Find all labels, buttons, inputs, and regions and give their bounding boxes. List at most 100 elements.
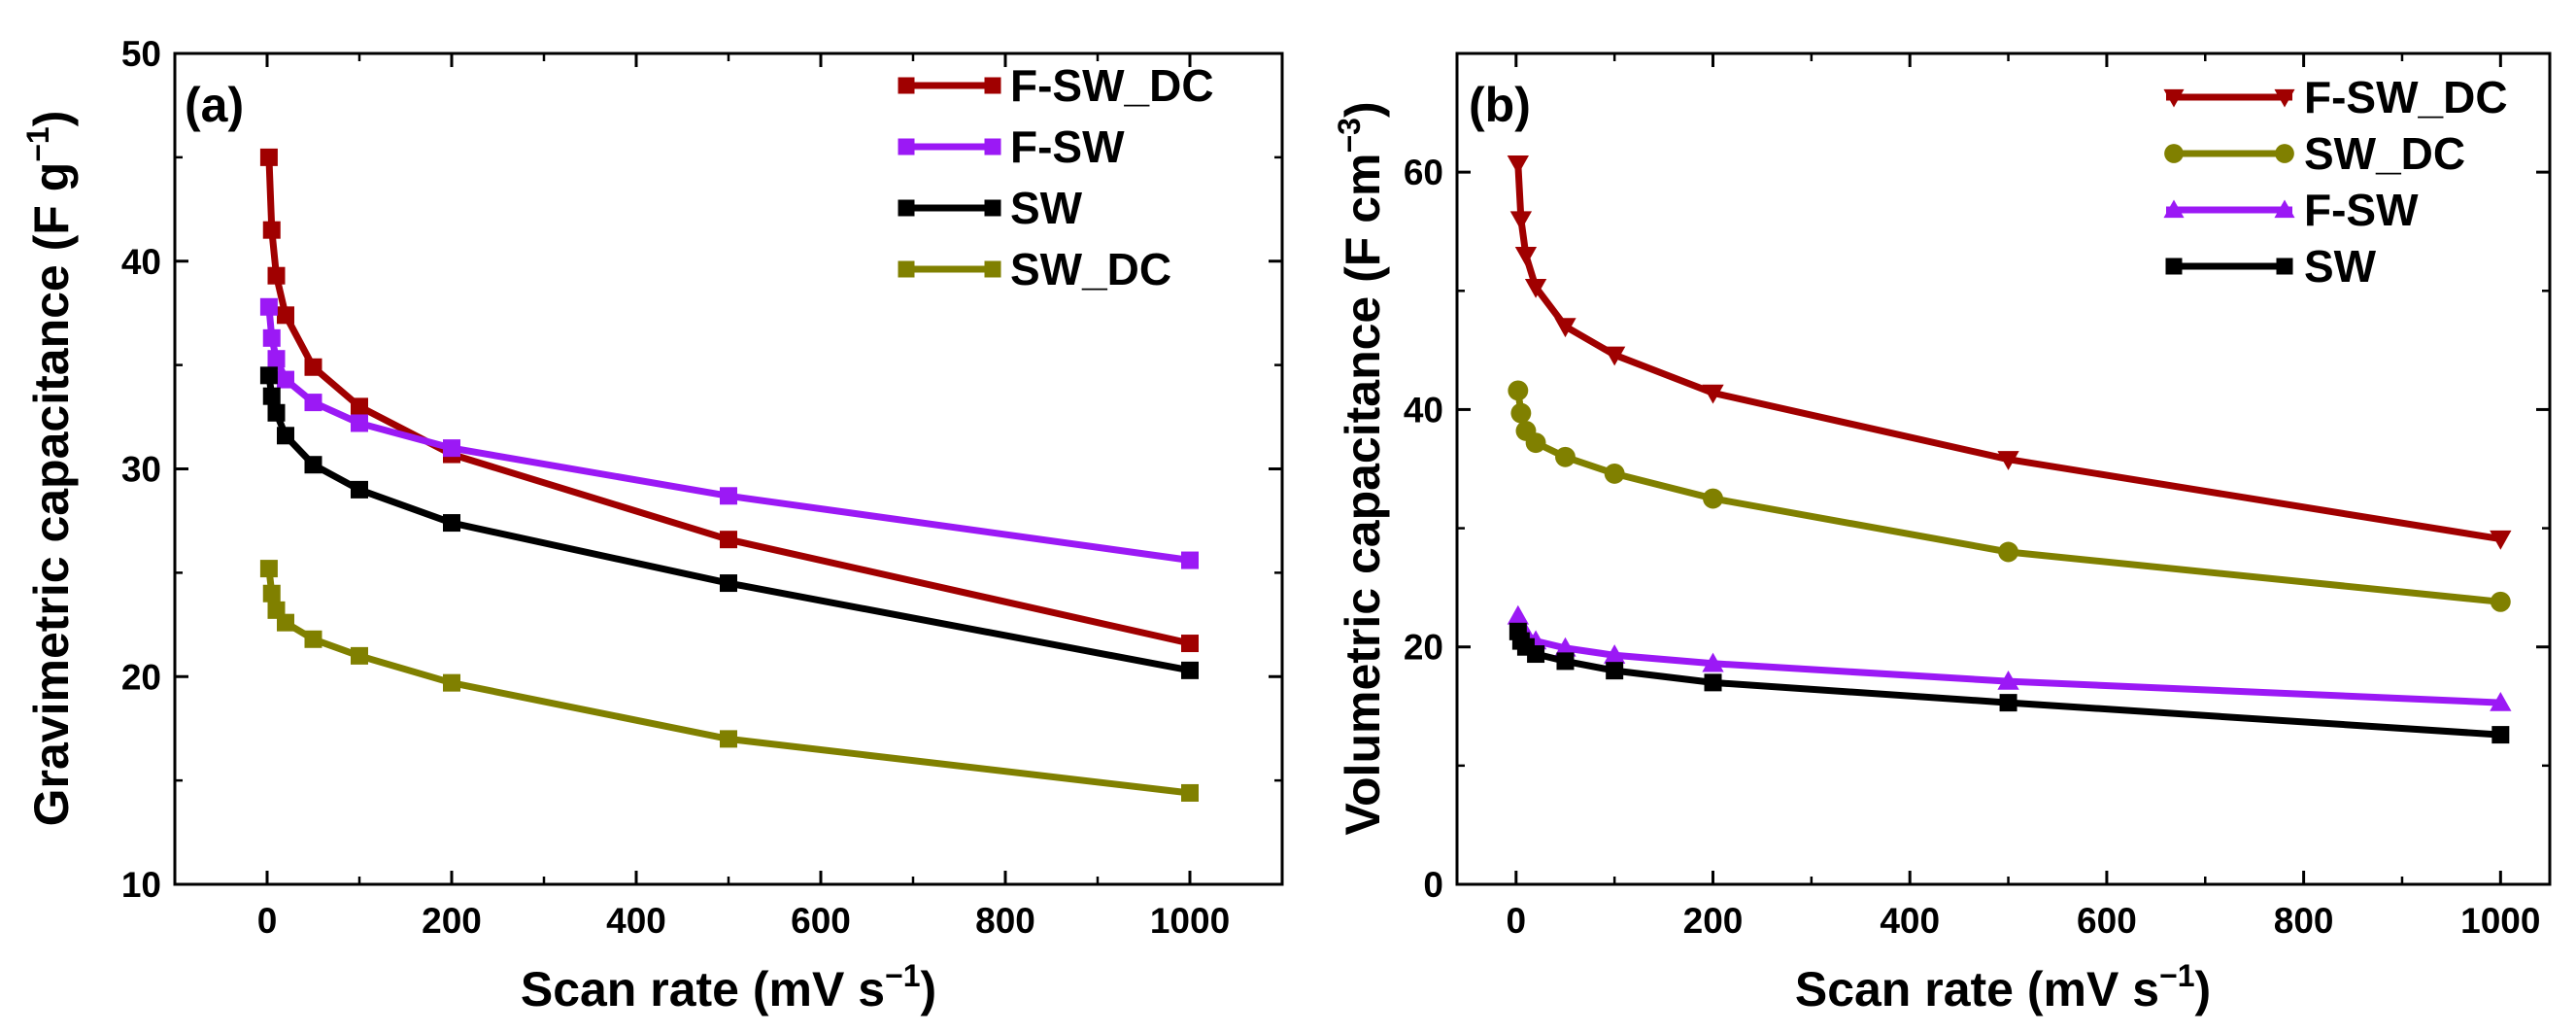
panel-a-y-axis-title: Gravimetric capacitance (F g−1) [20, 111, 79, 827]
data-point-sw-dc [1508, 380, 1529, 401]
data-point-f-sw [1181, 551, 1199, 569]
y-tick-label: 20 [1404, 628, 1443, 668]
data-point-f-sw [1997, 670, 2019, 690]
legend-label-f-sw: F-SW [1010, 121, 1125, 172]
legend-marker-f-sw-dc [898, 77, 915, 94]
data-point-f-sw [1554, 637, 1576, 657]
y-tick-label: 10 [121, 865, 161, 905]
legend-marker-sw [984, 199, 1001, 217]
data-point-sw [1606, 662, 1624, 680]
data-point-f-sw-dc [259, 148, 278, 166]
panel-b-x-axis-title: Scan rate (mV s−1) [1795, 958, 2211, 1016]
x-tick-label: 1000 [1150, 901, 1230, 941]
data-point-sw-dc [1555, 446, 1576, 467]
panel-a-x-axis-title: Scan rate (mV s−1) [521, 958, 936, 1016]
x-tick-label: 200 [422, 901, 482, 941]
x-tick-label: 0 [257, 901, 278, 941]
data-point-f-sw [259, 297, 278, 316]
x-tick-label: 400 [1880, 901, 1940, 941]
data-point-f-sw [443, 439, 460, 458]
data-point-f-sw-dc [2490, 530, 2512, 550]
data-point-sw-dc [259, 560, 278, 578]
panel-b-y-axis-title: Volumetric capacitance (F cm−3) [1332, 101, 1390, 835]
data-point-sw-dc [2490, 591, 2511, 612]
data-point-sw-dc [304, 630, 322, 648]
panel-b-legend: F-SW_DC SW_DC F-SW SW [2163, 72, 2508, 292]
y-tick-label: 40 [121, 242, 161, 282]
x-tick-label: 1000 [2460, 901, 2540, 941]
data-point-sw [1556, 652, 1575, 671]
data-point-f-sw [277, 370, 294, 389]
data-point-f-sw-dc [351, 397, 368, 416]
data-point-f-sw-dc [1514, 247, 1538, 266]
data-point-f-sw [267, 350, 286, 368]
data-point-f-sw-dc [1554, 318, 1576, 338]
legend-marker-sw-dc [2164, 144, 2184, 163]
data-point-f-sw [304, 394, 322, 412]
legend-marker-sw-dc [898, 260, 915, 278]
y-tick-label: 0 [1423, 865, 1443, 905]
legend-marker-sw-dc [984, 260, 1001, 278]
data-point-f-sw [262, 328, 281, 347]
panel-b-plot-area: 0 200 400 600 800 1000 0 20 40 60 [1404, 53, 2550, 941]
legend-marker-f-sw [984, 138, 1001, 155]
data-point-f-sw [351, 414, 368, 432]
data-point-sw-dc [1703, 488, 1723, 509]
data-point-f-sw-dc [1524, 278, 1547, 298]
legend-label-sw-dc: SW_DC [2304, 128, 2465, 179]
data-point-sw [1704, 673, 1722, 692]
y-tick-label: 60 [1404, 153, 1443, 192]
panel-a-plot-area: 0 200 400 600 800 1000 10 20 30 40 50 [121, 34, 1284, 941]
data-point-f-sw [720, 487, 737, 505]
legend-marker-f-sw-dc [2163, 88, 2185, 108]
panel-b-volumetric: 0 200 400 600 800 1000 0 20 40 60 (b) F-SW_DC SW_D… [1332, 52, 2552, 1016]
legend-label-sw: SW [2304, 241, 2377, 292]
data-point-sw [720, 574, 737, 593]
legend-label-sw: SW [1010, 183, 1083, 233]
y-tick-label: 40 [1404, 390, 1443, 430]
data-point-f-sw-dc [267, 266, 286, 285]
data-point-f-sw-dc [1507, 155, 1529, 175]
data-point-sw [1527, 645, 1545, 664]
data-point-f-sw-dc [720, 531, 737, 549]
data-point-sw-dc [277, 613, 294, 632]
data-point-f-sw-dc [277, 306, 294, 325]
data-point-sw [1181, 661, 1199, 679]
data-point-sw [443, 514, 460, 533]
panel-a-plot-frame [173, 52, 1284, 886]
data-point-sw [2491, 726, 2510, 744]
x-tick-label: 800 [2274, 901, 2334, 941]
legend-marker-sw [2276, 258, 2293, 275]
legend-marker-f-sw-dc [2274, 88, 2295, 108]
data-point-sw-dc [1525, 432, 1546, 454]
data-point-sw-dc [1510, 402, 1532, 424]
legend-marker-f-sw [2274, 199, 2295, 219]
data-point-sw [1999, 694, 2017, 712]
legend-label-f-sw: F-SW [2304, 185, 2419, 235]
legend-marker-f-sw-dc [984, 77, 1001, 94]
data-point-sw-dc [1998, 541, 2019, 563]
legend-marker-f-sw [2163, 199, 2185, 219]
panel-b-plot-frame [1455, 52, 2552, 886]
x-tick-label: 200 [1683, 901, 1744, 941]
x-tick-label: 600 [791, 901, 851, 941]
data-point-f-sw-dc [262, 221, 281, 239]
data-point-f-sw-dc [1181, 635, 1199, 653]
y-tick-label: 30 [121, 450, 161, 490]
y-tick-label: 20 [121, 657, 161, 697]
data-point-sw-dc [262, 584, 281, 603]
x-tick-label: 400 [606, 901, 666, 941]
x-tick-label: 800 [975, 901, 1035, 941]
legend-marker-sw-dc [2275, 144, 2294, 163]
data-point-f-sw [1604, 644, 1626, 664]
data-point-f-sw-dc [1702, 384, 1724, 404]
data-point-f-sw-dc [1509, 211, 1533, 231]
legend-marker-sw [898, 199, 915, 217]
data-point-sw-dc [720, 730, 737, 748]
x-tick-label: 0 [1507, 901, 1527, 941]
legend-label-f-sw-dc: F-SW_DC [1010, 60, 1214, 111]
data-point-sw-dc [1604, 463, 1625, 484]
data-point-sw-dc [1181, 783, 1199, 802]
